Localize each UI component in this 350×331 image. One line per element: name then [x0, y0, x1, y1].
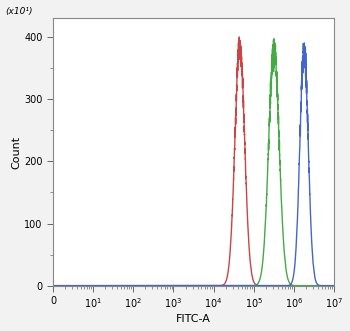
X-axis label: FITC-A: FITC-A: [176, 314, 211, 324]
Text: (x10¹): (x10¹): [5, 7, 33, 16]
Y-axis label: Count: Count: [11, 135, 21, 169]
